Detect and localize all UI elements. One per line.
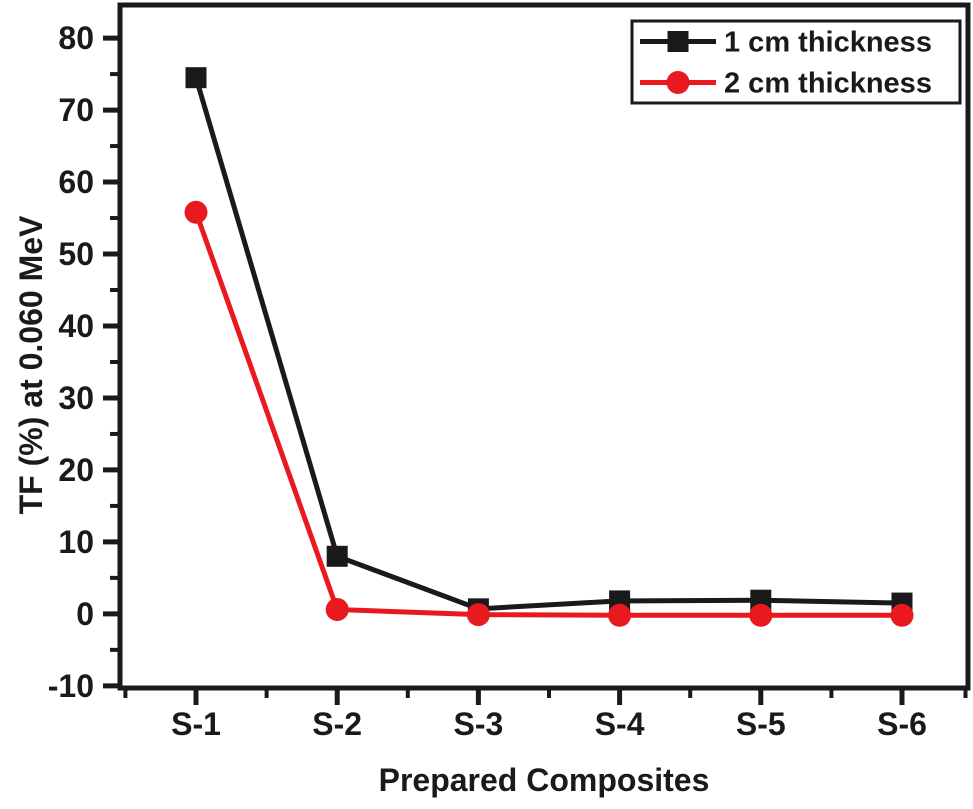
y-tick-label: 80 [58, 20, 94, 56]
data-point-marker [185, 67, 207, 89]
y-tick-label: 10 [58, 524, 94, 560]
series-1-cm-thickness [185, 67, 913, 620]
y-tick-label: 60 [58, 164, 94, 200]
data-point-marker [749, 603, 773, 627]
x-tick-label: S-5 [736, 706, 786, 742]
legend-swatch-marker [667, 31, 689, 52]
legend-label: 1 cm thickness [724, 27, 932, 59]
x-tick-label: S-6 [877, 706, 927, 742]
series-2-cm-thickness [184, 200, 914, 627]
x-axis-title: Prepared Composites [379, 762, 710, 798]
legend-label: 2 cm thickness [724, 68, 932, 100]
data-point-marker [326, 545, 348, 567]
data-point-marker [325, 598, 349, 622]
x-tick-label: S-2 [312, 706, 362, 742]
y-tick-label: -10 [48, 668, 94, 704]
legend-swatch-marker [666, 71, 690, 94]
y-tick-label: 30 [58, 380, 94, 416]
y-axis-title: TF (%) at 0.060 MeV [13, 215, 49, 514]
axis-tick-labels: -10 0 10 20 30 40 50 60 70 80 S-1 S-2 S-3 S-4 S-5 S-6 [48, 20, 927, 742]
data-point-marker [890, 603, 914, 627]
series-line [193, 211, 902, 618]
x-tick-label: S-4 [595, 706, 645, 742]
x-tick-label: S-1 [171, 706, 221, 742]
y-tick-label: 70 [58, 92, 94, 128]
x-tick-label: S-3 [454, 706, 504, 742]
y-tick-label: 20 [58, 452, 94, 488]
data-point-marker [466, 603, 490, 627]
plot-border [117, 2, 971, 691]
data-point-marker [608, 603, 632, 627]
data-point-marker [184, 200, 208, 224]
y-tick-label: 40 [58, 308, 94, 344]
y-tick-label: 50 [58, 236, 94, 272]
data-series [184, 67, 914, 627]
legend: 1 cm thickness 2 cm thickness [630, 19, 962, 105]
series-line [193, 76, 903, 612]
y-tick-label: 0 [76, 596, 94, 632]
